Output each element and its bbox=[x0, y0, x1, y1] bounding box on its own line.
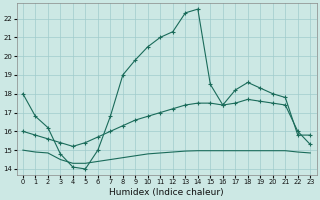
X-axis label: Humidex (Indice chaleur): Humidex (Indice chaleur) bbox=[109, 188, 224, 197]
